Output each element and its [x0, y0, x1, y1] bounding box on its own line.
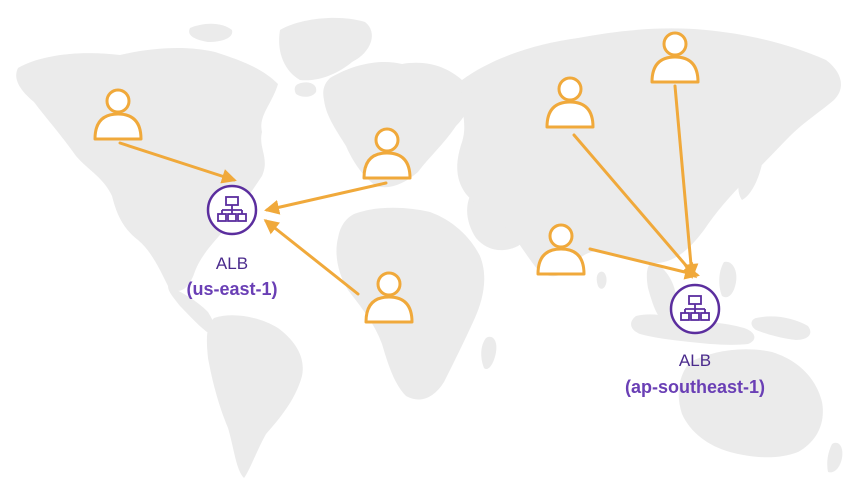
lb-ap-southeast-1-name: ALB [678, 351, 712, 370]
map-iceland [294, 82, 317, 97]
map-south-america [206, 315, 303, 478]
map-arctic-islands [189, 23, 233, 42]
arrow-north-america-to-us-east-1 [118, 141, 237, 184]
user-icon [650, 31, 700, 84]
arrow-russia-to-ap-southeast-1 [572, 133, 697, 279]
user-body [536, 247, 586, 276]
map-uk [332, 94, 349, 124]
map-asia [457, 28, 841, 277]
lb-ap-southeast-1-region: (ap-southeast-1) [624, 377, 765, 397]
user-icon [364, 271, 414, 324]
map-central-america [168, 286, 216, 336]
user-body [650, 55, 700, 84]
load-balancers-group [206, 184, 721, 335]
user-head [376, 271, 402, 297]
map-madagascar [481, 336, 497, 370]
map-north-america [16, 48, 278, 291]
map-new-zealand [827, 442, 843, 473]
lb-us-east-1-name: ALB [215, 254, 249, 273]
world-map-background [16, 17, 843, 478]
user-head [557, 76, 583, 102]
lb-us-east-1-region: (us-east-1) [186, 279, 278, 299]
arrow-northeast-asia-to-ap-southeast-1 [673, 84, 699, 279]
user-head [105, 88, 131, 114]
map-africa [336, 207, 485, 400]
users-group [93, 31, 700, 324]
map-japan [738, 147, 763, 200]
user-body [545, 100, 595, 129]
user-icon [536, 223, 586, 276]
user-icon [545, 76, 595, 129]
map-europe [323, 61, 470, 188]
user-icon [93, 88, 143, 141]
user-body [364, 295, 414, 324]
user-icon [362, 127, 412, 180]
map-philippines [719, 261, 737, 298]
connection-arrows [118, 84, 700, 296]
user-head [662, 31, 688, 57]
map-sri-lanka [596, 271, 607, 289]
user-body [362, 151, 412, 180]
map-australia [678, 349, 823, 458]
load-balancer-icon [669, 283, 721, 335]
map-greenland [279, 17, 372, 81]
arrow-europe-to-us-east-1 [264, 181, 388, 215]
user-head [374, 127, 400, 153]
user-body [93, 112, 143, 141]
arrow-india-to-ap-southeast-1 [588, 247, 700, 280]
load-balancer-icon [206, 184, 258, 236]
map-southeast-asia [646, 262, 677, 323]
user-head [548, 223, 574, 249]
map-new-guinea [751, 316, 811, 340]
arrow-africa-to-us-east-1 [263, 219, 360, 296]
